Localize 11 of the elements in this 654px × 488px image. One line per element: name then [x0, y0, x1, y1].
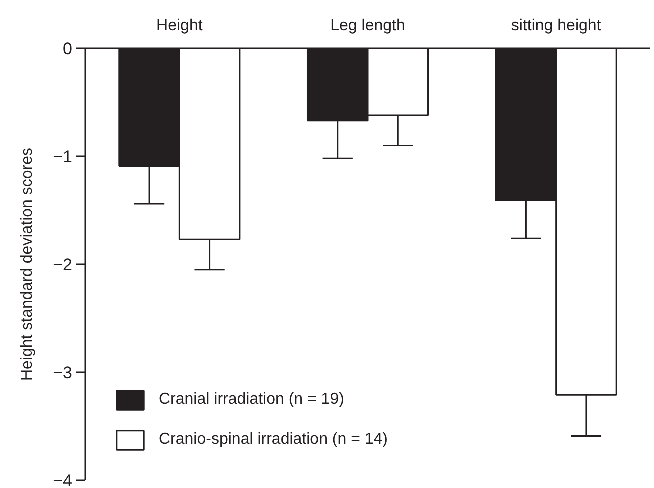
x-tick-label: Leg length [330, 18, 406, 34]
legend-label: Cranio-spinal irradiation (n = 14) [159, 431, 388, 449]
legend-label: Cranial irradiation (n = 19) [159, 391, 344, 409]
y-tick-label: −4 [53, 472, 73, 488]
y-axis-title: Height standard deviation scores [19, 148, 36, 382]
y-tick-label: −1 [53, 148, 73, 166]
y-tick-label: −3 [53, 364, 73, 382]
x-tick-label: sitting height [511, 18, 602, 34]
x-tick-label: Height [156, 18, 204, 34]
y-tick-label: 0 [63, 40, 73, 58]
y-tick-label: −2 [53, 256, 73, 274]
